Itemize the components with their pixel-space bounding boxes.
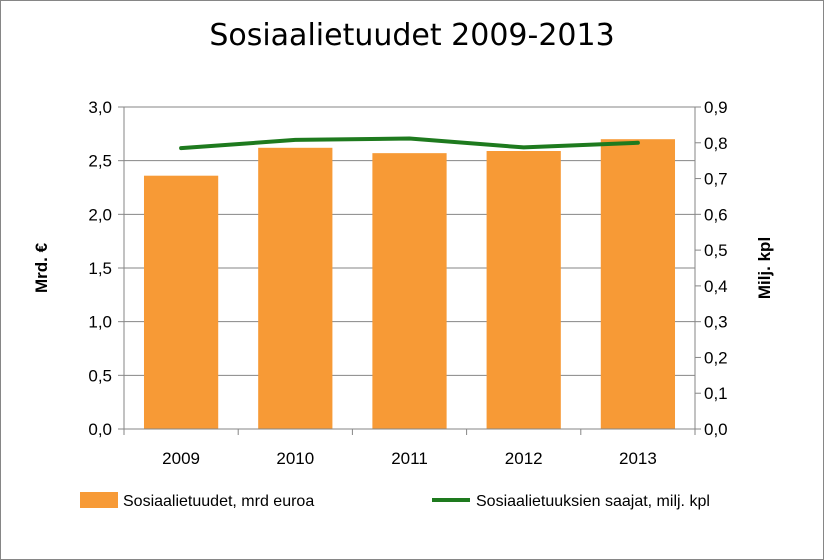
- y2-tick-label: 0,4: [704, 277, 728, 296]
- line-series: [179, 136, 640, 151]
- x-tick-label: 2011: [391, 449, 428, 468]
- y-tick-label: 0,5: [88, 366, 112, 385]
- tick-labels: 0,0 0,5 1,0 1,5 2,0 2,5 3,0 0,0 0,1 0,2 0,3 0,4 0,5 0…: [88, 98, 727, 468]
- bar-series: [143, 139, 676, 430]
- y-tick-label: 2,0: [88, 205, 112, 224]
- axes: [118, 106, 701, 435]
- y-tick-label: 3,0: [88, 98, 112, 117]
- chart-title: Sosiaalietuudet 2009-2013: [209, 18, 615, 53]
- legend-bar-swatch: [80, 492, 118, 508]
- y2-tick-label: 0,1: [704, 384, 728, 403]
- y2-axis-title: Milj. kpl: [755, 237, 774, 299]
- y2-tick-label: 0,6: [704, 205, 728, 224]
- bar: [600, 139, 676, 429]
- x-tick-label: 2009: [162, 449, 200, 468]
- y-tick-label: 1,5: [88, 259, 112, 278]
- legend-line-label: Sosiaalietuuksien saajat, milj. kpl: [476, 493, 710, 510]
- y2-tick-label: 0,0: [704, 420, 728, 439]
- y-tick-label: 2,5: [88, 152, 112, 171]
- legend-bar-label: Sosiaalietuudet, mrd euroa: [123, 493, 314, 510]
- x-tick-label: 2013: [619, 449, 657, 468]
- y2-tick-label: 0,9: [704, 98, 728, 117]
- legend: Sosiaalietuudet, mrd euroa Sosiaalietuuk…: [80, 492, 710, 510]
- y2-tick-label: 0,8: [704, 134, 728, 153]
- y2-tick-label: 0,5: [704, 241, 728, 260]
- x-tick-label: 2010: [276, 449, 314, 468]
- y-axis-title: Mrd. €: [32, 242, 51, 293]
- y-tick-label: 1,0: [88, 313, 112, 332]
- y2-tick-label: 0,2: [704, 348, 728, 367]
- bar: [372, 153, 447, 430]
- y-tick-label: 0,0: [88, 420, 112, 439]
- bar: [143, 175, 219, 429]
- bar: [486, 151, 561, 430]
- x-tick-label: 2012: [505, 449, 543, 468]
- line-series-path: [179, 136, 640, 151]
- bar: [258, 147, 333, 429]
- y2-tick-label: 0,3: [704, 313, 728, 332]
- y2-tick-label: 0,7: [704, 170, 728, 189]
